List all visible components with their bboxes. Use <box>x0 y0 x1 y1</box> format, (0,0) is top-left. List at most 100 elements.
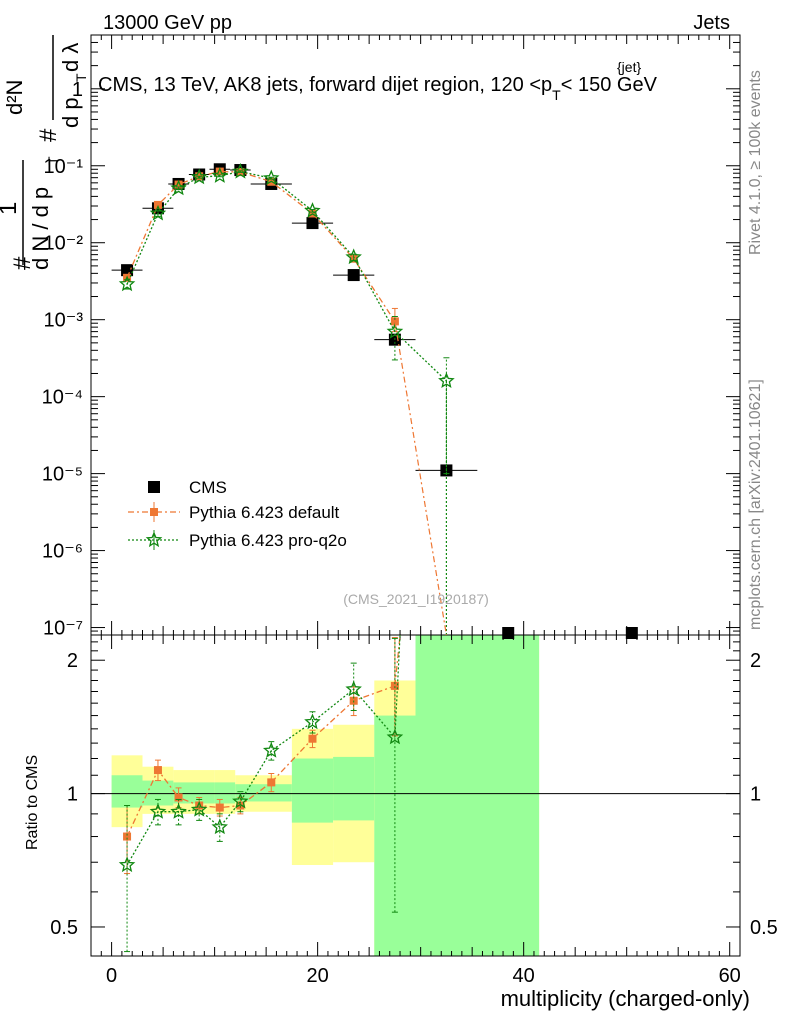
ratio-proq2o-point <box>170 802 187 819</box>
ratio-default-point <box>153 766 162 775</box>
ratio-band-inner <box>142 780 174 806</box>
ratio-default-point <box>195 801 204 810</box>
ylabel-dpt-sub: T <box>73 73 89 82</box>
ratio-default-point <box>236 801 245 810</box>
legend-marker-default <box>150 508 158 516</box>
main-y-tick-label: 10⁻⁶ <box>42 541 83 563</box>
x-axis-label: multiplicity (charged-only) <box>501 986 750 1011</box>
ratio-proq2o-point <box>118 856 136 873</box>
legend-label: CMS <box>189 478 227 497</box>
ratio-band-inner <box>111 775 143 808</box>
ratio-proq2o-point <box>304 713 321 730</box>
beam-label: 13000 GeV pp <box>103 12 232 34</box>
tick-labels: 0 20 40 60 1 10⁻¹ 10⁻² 10⁻³ 10⁻⁴ 10⁻⁵ 10⁻⁶ 10⁻⁷ 2 2 1 1… <box>42 79 778 987</box>
axis-ticks <box>90 34 741 956</box>
ylabel-dn-dpt-sub: T <box>45 156 61 165</box>
x-tick-label: 60 <box>719 965 741 987</box>
ratio-band-inner <box>415 635 540 956</box>
ratio-y-tick-label-right: 2 <box>750 650 761 672</box>
pythia-proq2o-point <box>170 179 187 196</box>
mcplots-reference: mcplots.cern.ch [arXiv:2401.10621] <box>747 379 764 630</box>
ratio-default-point <box>308 734 317 743</box>
ylabel-dlambda: d λ <box>58 43 83 72</box>
series-line-1 <box>126 170 396 322</box>
ratio-proq2o-point <box>211 818 228 835</box>
main-y-tick-label: 10⁻³ <box>44 310 84 332</box>
main-y-tick-label: 10⁻² <box>44 233 84 255</box>
ratio-proq2o-point <box>262 742 280 758</box>
ylabel-hash-2: # <box>35 128 62 142</box>
pythia-default-dropline <box>394 321 447 636</box>
ratio-line-0 <box>126 685 396 837</box>
legend-marker-proq2o <box>145 531 163 548</box>
ratio-y-tick-label-left: 0.5 <box>50 917 78 939</box>
legend-label: Pythia 6.423 pro-q2o <box>189 531 347 550</box>
ratio-panel-series <box>118 634 404 953</box>
x-tick-label: 20 <box>307 965 329 987</box>
ratio-default-point <box>215 803 224 812</box>
x-tick-label: 40 <box>513 965 535 987</box>
ratio-proq2o-point <box>190 800 208 817</box>
plot-title-superscript: {jet} <box>617 59 641 75</box>
main-y-tick-label: 10⁻⁷ <box>43 618 83 640</box>
plot-title: CMS, 13 TeV, AK8 jets, forward dijet reg… <box>98 74 658 103</box>
ratio-proq2o-point <box>149 802 167 819</box>
process-label: Jets <box>693 12 730 34</box>
cms-data-point <box>347 269 360 282</box>
main-panel-series <box>111 162 725 639</box>
pythia-proq2o-point <box>262 169 280 186</box>
main-y-tick-label: 10⁻⁵ <box>42 464 83 486</box>
ratio-default-point <box>267 778 276 787</box>
pythia-default-point <box>174 180 183 189</box>
pythia-proq2o-point <box>149 204 167 221</box>
ratio-band-inner <box>173 782 215 804</box>
main-y-tick-label: 10⁻¹ <box>44 156 84 178</box>
ratio-band-inner <box>214 782 236 804</box>
ratio-default-point <box>123 832 132 841</box>
ratio-band-inner <box>235 784 292 802</box>
legend-marker-cms <box>148 481 160 493</box>
ratio-y-axis-label: Ratio to CMS <box>24 755 41 850</box>
cms-data-point <box>121 264 134 277</box>
analysis-id: (CMS_2021_I1920187) <box>343 591 489 607</box>
pythia-proq2o-point <box>438 372 455 388</box>
ratio-exit-line <box>394 634 401 738</box>
ylabel-dn-dpt: d N / d p <box>28 187 53 270</box>
main-y-tick-label: 10⁻⁴ <box>42 387 83 409</box>
legend: CMS Pythia 6.423 default Pythia 6.423 pro-… <box>128 478 347 550</box>
ylabel-one: 1 <box>0 202 22 215</box>
ratio-proq2o-point <box>386 728 404 745</box>
ratio-y-tick-label-right: 0.5 <box>750 917 778 939</box>
pythia-proq2o-point <box>345 248 362 265</box>
ratio-proq2o-point <box>232 792 249 809</box>
pythia-default-point <box>215 167 224 176</box>
pythia-proq2o-point <box>232 162 249 179</box>
ylabel-d2n: d²N <box>2 80 27 115</box>
ratio-y-tick-label-right: 1 <box>750 784 761 806</box>
cms-data-point <box>502 627 515 639</box>
ylabel-dpt: d p <box>58 97 83 128</box>
ratio-default-point <box>174 793 183 802</box>
main-y-axis-label: # 1 d N / d p T # d²N d p T d λ <box>0 35 89 270</box>
main-y-tick-label: 1 <box>72 79 83 101</box>
ratio-proq2o-point <box>345 680 362 697</box>
x-tick-label: 0 <box>106 965 117 987</box>
rivet-version: Rivet 4.1.0, ≥ 100k events <box>747 70 764 255</box>
ratio-y-tick-label-left: 2 <box>67 650 78 672</box>
cms-data-point <box>625 627 638 639</box>
plot-title-subscript: T <box>552 87 561 103</box>
pythia-proq2o-point <box>190 168 208 185</box>
ratio-y-tick-label-left: 1 <box>67 784 78 806</box>
ratio-band-inner <box>291 758 334 823</box>
ratio-panel-frame <box>90 634 741 957</box>
pythia-proq2o-point <box>304 202 321 218</box>
pythia-proq2o-point <box>386 322 404 339</box>
cms-data-point <box>306 217 319 230</box>
plot-title-main: CMS, 13 TeV, AK8 jets, forward dijet reg… <box>98 74 552 96</box>
pythia-proq2o-point <box>211 167 228 183</box>
ratio-band-inner <box>333 756 375 821</box>
pythia-proq2o-point <box>118 275 136 292</box>
pythia-default-point <box>153 200 162 209</box>
legend-label: Pythia 6.423 default <box>189 503 340 522</box>
